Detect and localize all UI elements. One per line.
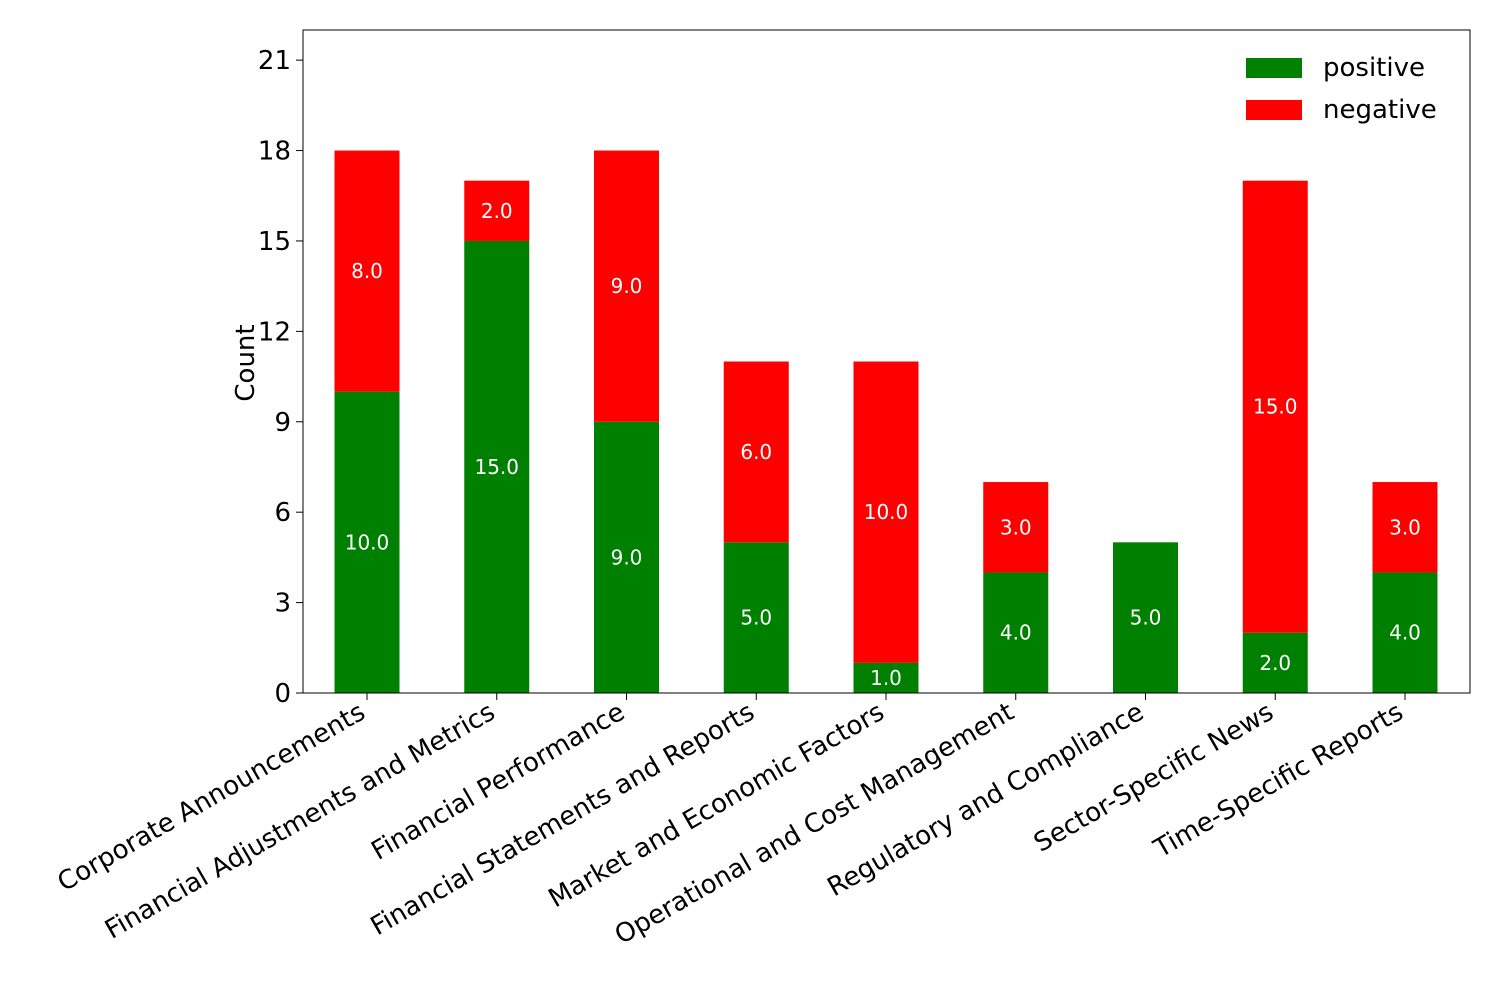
y-tick-label-0: 0 xyxy=(274,679,291,709)
bar-labels-layer: 10.0 8.0 15.0 2.0 9.0 9.0 5.0 6.0 1.0 10.0 4.0 3.0 5… xyxy=(345,199,1421,690)
legend-label-negative: negative xyxy=(1323,95,1437,125)
y-axis-title: Count xyxy=(231,324,261,401)
y-axis: 0 3 6 9 12 15 18 21 xyxy=(258,46,303,709)
bar-negative-4 xyxy=(853,361,919,663)
bar-label-positive-2: 9.0 xyxy=(611,545,643,569)
bar-negative-0 xyxy=(334,150,400,392)
bar-label-negative-0: 8.0 xyxy=(351,259,383,283)
bar-label-positive-5: 4.0 xyxy=(1000,621,1032,645)
bar-label-negative-8: 3.0 xyxy=(1389,515,1421,539)
plot-frame xyxy=(302,29,1471,694)
y-tick-label-2: 6 xyxy=(274,498,291,528)
bar-negative-3 xyxy=(723,361,789,543)
bar-positive-8 xyxy=(1372,572,1438,693)
y-tick-label-3: 9 xyxy=(274,408,291,438)
bar-label-negative-5: 3.0 xyxy=(1000,515,1032,539)
bar-positive-2 xyxy=(594,421,659,693)
y-tick-label-5: 15 xyxy=(258,227,291,257)
legend-label-positive: positive xyxy=(1323,53,1425,83)
bar-label-positive-4: 1.0 xyxy=(870,666,902,690)
bar-positive-3 xyxy=(723,542,789,693)
y-tick-label-1: 3 xyxy=(274,589,291,619)
bar-negative-7 xyxy=(1242,180,1308,633)
bar-label-negative-7: 15.0 xyxy=(1253,395,1298,419)
bar-negative-1 xyxy=(464,180,530,241)
bar-negative-5 xyxy=(983,482,1049,573)
bar-label-positive-1: 15.0 xyxy=(474,455,519,479)
y-tick-label-4: 12 xyxy=(258,317,291,347)
bar-label-negative-3: 6.0 xyxy=(740,440,772,464)
bar-label-positive-3: 5.0 xyxy=(740,606,772,630)
bar-label-positive-7: 2.0 xyxy=(1259,651,1291,675)
bar-positive-5 xyxy=(983,572,1049,693)
legend-swatch-negative xyxy=(1246,100,1302,120)
bar-label-negative-4: 10.0 xyxy=(864,500,909,524)
bars-layer xyxy=(334,150,1438,694)
bar-label-negative-2: 9.0 xyxy=(611,274,643,298)
legend: positive negative xyxy=(1246,53,1437,125)
bar-negative-2 xyxy=(594,150,659,422)
y-tick-label-7: 21 xyxy=(258,46,291,76)
bar-label-positive-8: 4.0 xyxy=(1389,621,1421,645)
y-tick-label-6: 18 xyxy=(258,137,291,167)
bar-positive-6 xyxy=(1113,542,1178,693)
bar-label-positive-6: 5.0 xyxy=(1130,606,1162,630)
bar-positive-1 xyxy=(464,240,530,694)
bar-label-negative-1: 2.0 xyxy=(481,199,513,223)
bar-negative-8 xyxy=(1372,482,1438,573)
bar-positive-7 xyxy=(1242,632,1308,693)
bar-label-positive-0: 10.0 xyxy=(345,530,390,554)
bar-positive-4 xyxy=(853,662,919,693)
legend-swatch-positive xyxy=(1246,58,1302,78)
x-tick-label-8: Time-Specific Reports xyxy=(1148,697,1408,865)
bar-positive-0 xyxy=(334,391,400,693)
